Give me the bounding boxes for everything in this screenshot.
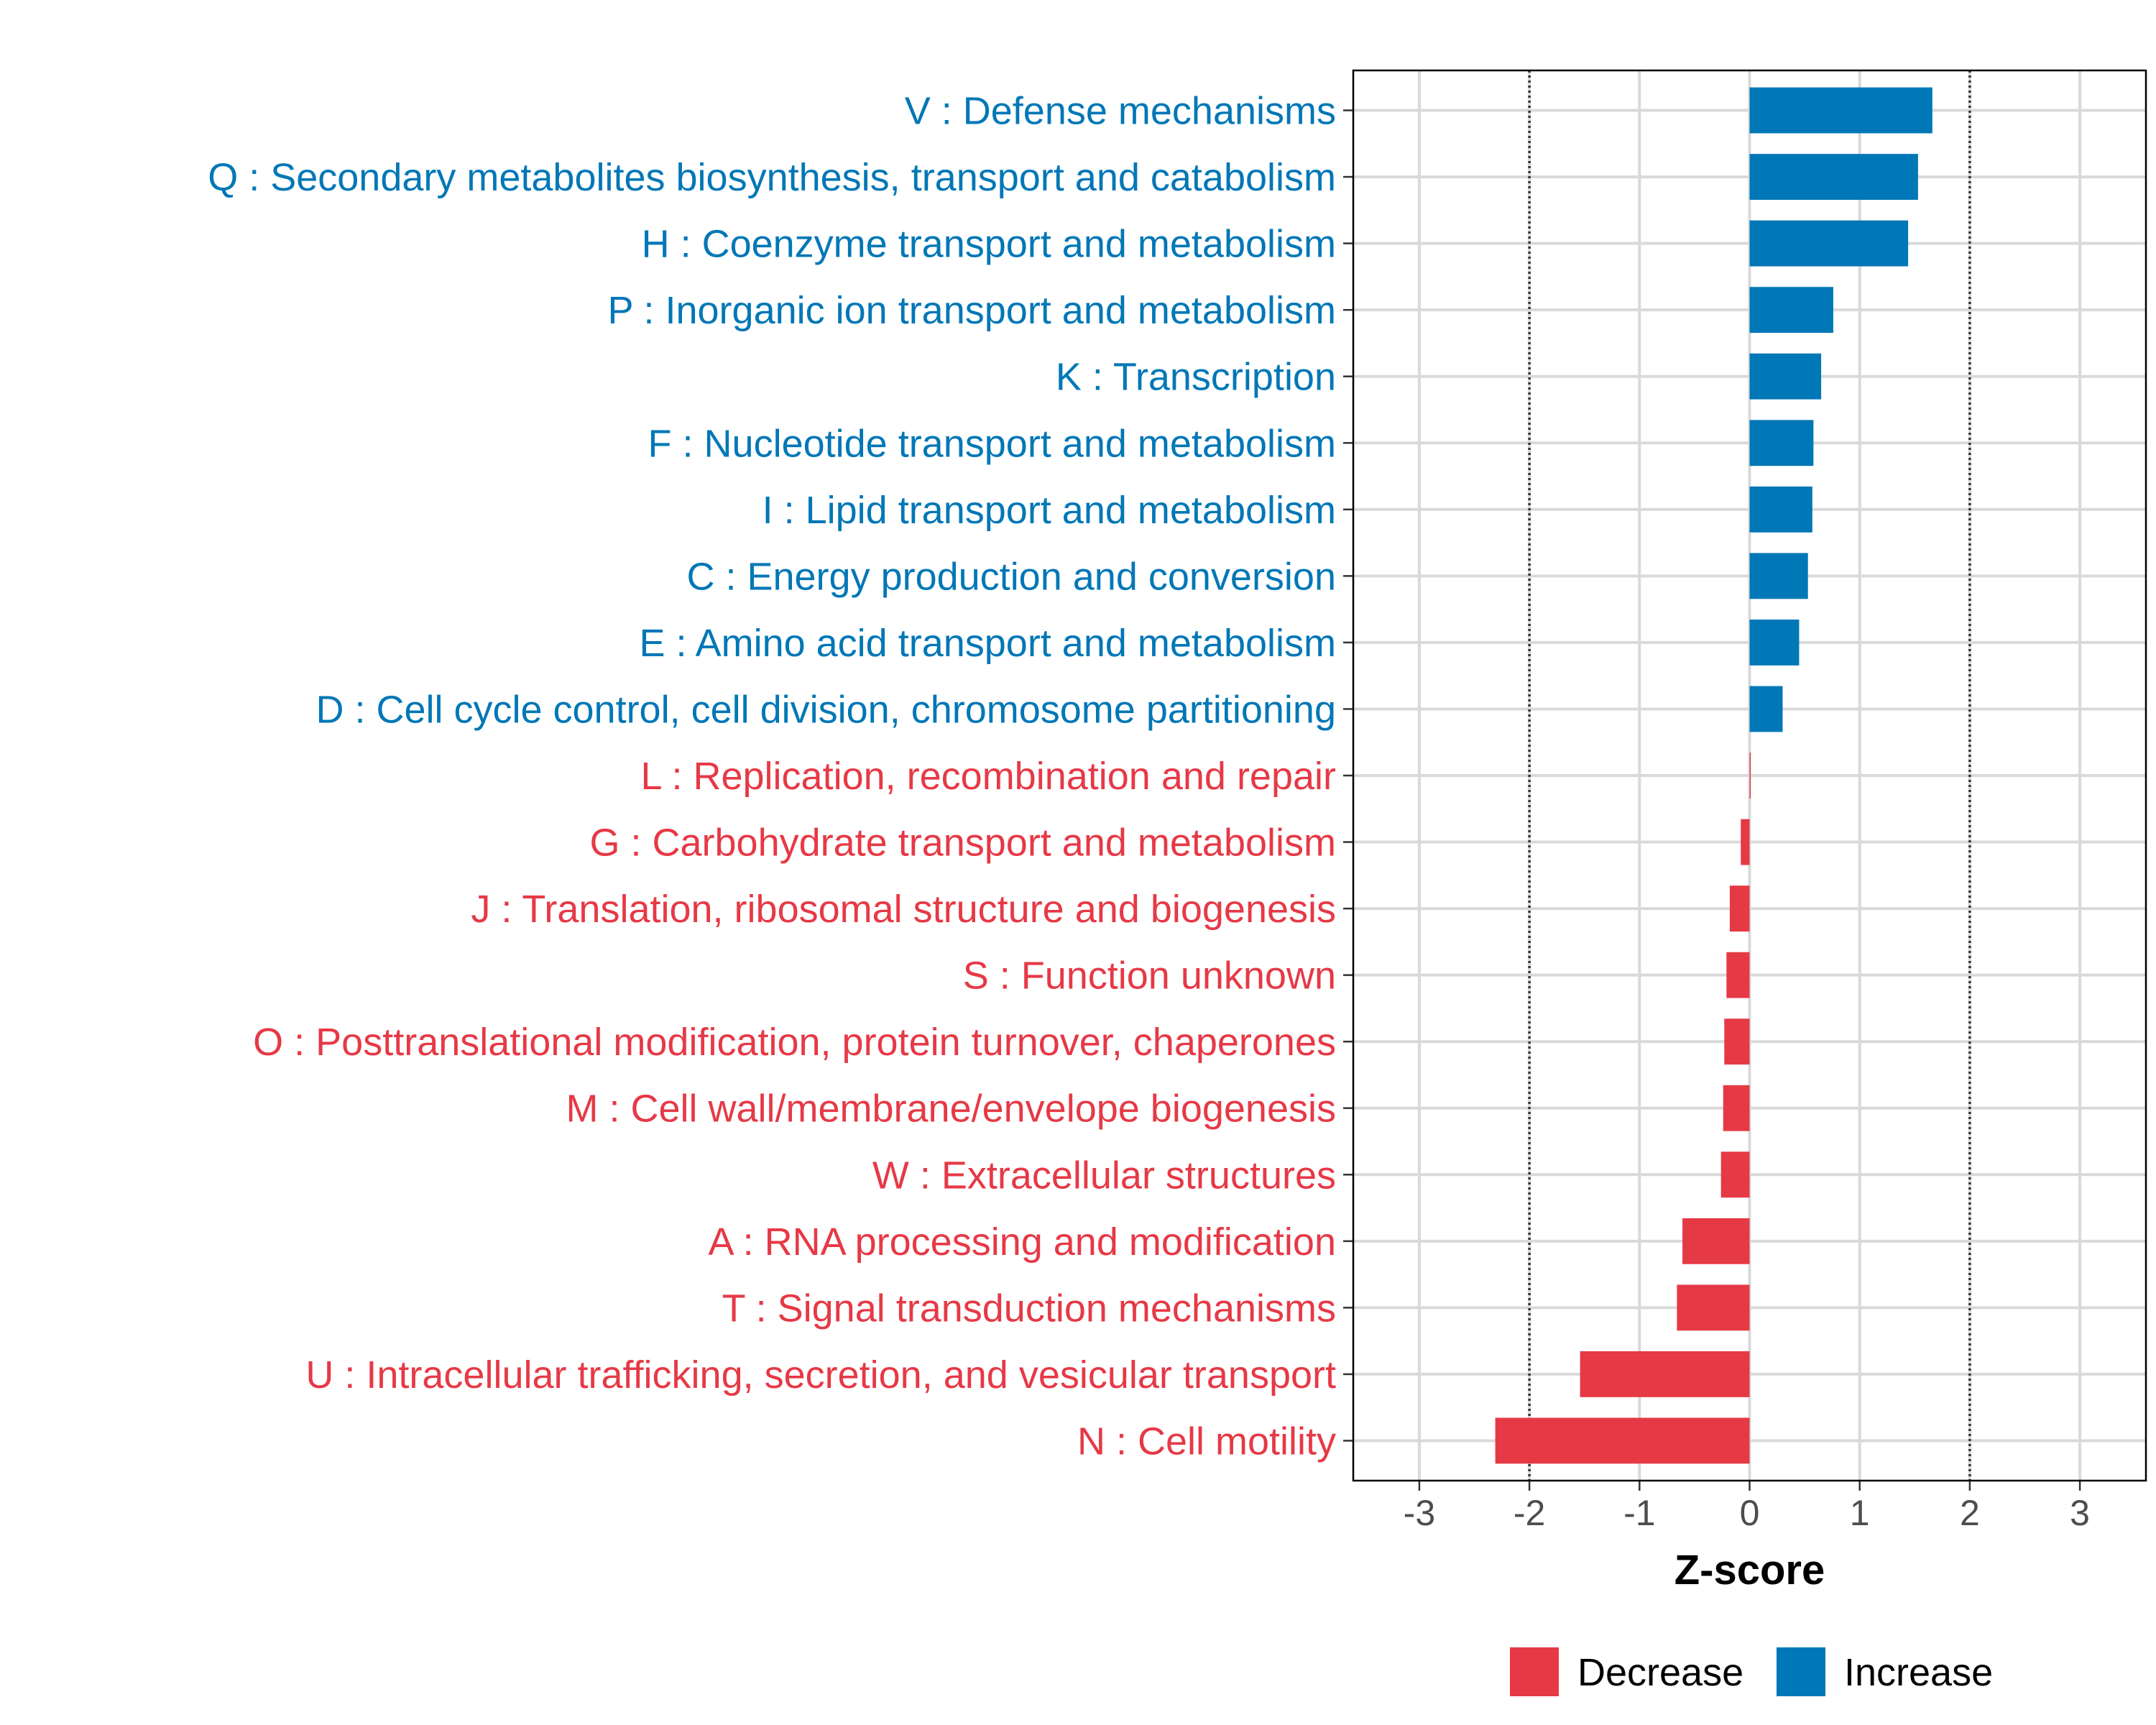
bar (1724, 1018, 1750, 1065)
y-tick-marks (1343, 109, 1353, 1442)
category-label: D : Cell cycle control, cell division, c… (315, 688, 1336, 731)
bar (1682, 1218, 1750, 1264)
category-label: F : Nucleotide transport and metabolism (648, 422, 1336, 465)
category-label: N : Cell motility (1077, 1420, 1336, 1463)
category-label: I : Lipid transport and metabolism (763, 489, 1336, 532)
x-axis: -3 -2 -1 0 1 2 3 (1404, 1481, 2090, 1533)
category-label: K : Transcription (1056, 356, 1336, 399)
category-label: T : Signal transduction mechanisms (722, 1287, 1336, 1330)
legend: Decrease Increase (1510, 1647, 1993, 1696)
category-label: G : Carbohydrate transport and metabolis… (590, 822, 1337, 865)
legend-swatch (1510, 1647, 1559, 1696)
x-axis-title: Z-score (1674, 1547, 1825, 1593)
bars-layer (1495, 87, 1932, 1464)
x-tick-label: -2 (1514, 1493, 1545, 1533)
bar (1749, 553, 1808, 599)
bar (1729, 886, 1750, 932)
bar (1749, 220, 1909, 267)
category-label: V : Defense mechanisms (905, 90, 1336, 133)
x-tick-label: 3 (2070, 1493, 2090, 1533)
category-label: J : Translation, ribosomal structure and… (471, 888, 1336, 931)
bar (1495, 1417, 1750, 1464)
category-label: A : RNA processing and modification (709, 1220, 1336, 1264)
x-tick-label: 1 (1850, 1493, 1870, 1533)
bar (1749, 353, 1822, 400)
bar (1677, 1284, 1750, 1331)
bar (1741, 819, 1750, 865)
bar (1749, 686, 1783, 732)
bar (1749, 619, 1800, 666)
x-tick-label: -3 (1404, 1493, 1435, 1533)
bar (1749, 753, 1751, 799)
category-label: S : Function unknown (963, 954, 1336, 998)
category-label: M : Cell wall/membrane/envelope biogenes… (566, 1087, 1336, 1131)
panel-border (1352, 69, 2147, 1482)
bar (1726, 952, 1750, 998)
category-label: H : Coenzyme transport and metabolism (642, 223, 1336, 266)
bar (1749, 87, 1932, 134)
x-tick-label: -1 (1623, 1493, 1655, 1533)
bar (1749, 420, 1814, 466)
bar (1749, 154, 1918, 201)
category-label: W : Extracellular structures (872, 1154, 1336, 1197)
legend-label: Increase (1844, 1651, 1993, 1694)
category-label: O : Posttranslational modification, prot… (253, 1021, 1336, 1064)
legend-label: Decrease (1577, 1651, 1743, 1694)
x-tick-label: 0 (1740, 1493, 1760, 1533)
category-labels: V : Defense mechanisms Q : Secondary meta… (208, 90, 1336, 1463)
bar (1580, 1351, 1750, 1397)
category-label: L : Replication, recombination and repai… (640, 755, 1336, 798)
reference-lines (1528, 70, 1971, 1481)
category-label: C : Energy production and conversion (686, 555, 1336, 598)
legend-swatch (1777, 1647, 1825, 1696)
bar (1749, 287, 1833, 334)
bar (1723, 1085, 1750, 1131)
category-label: Q : Secondary metabolites biosynthesis, … (208, 156, 1336, 199)
category-label: U : Intracellular trafficking, secretion… (305, 1353, 1336, 1397)
bar (1720, 1151, 1750, 1198)
category-label: E : Amino acid transport and metabolism (640, 622, 1336, 665)
category-label: P : Inorganic ion transport and metaboli… (607, 289, 1336, 332)
x-tick-label: 2 (1960, 1493, 1980, 1533)
bar (1749, 486, 1812, 533)
